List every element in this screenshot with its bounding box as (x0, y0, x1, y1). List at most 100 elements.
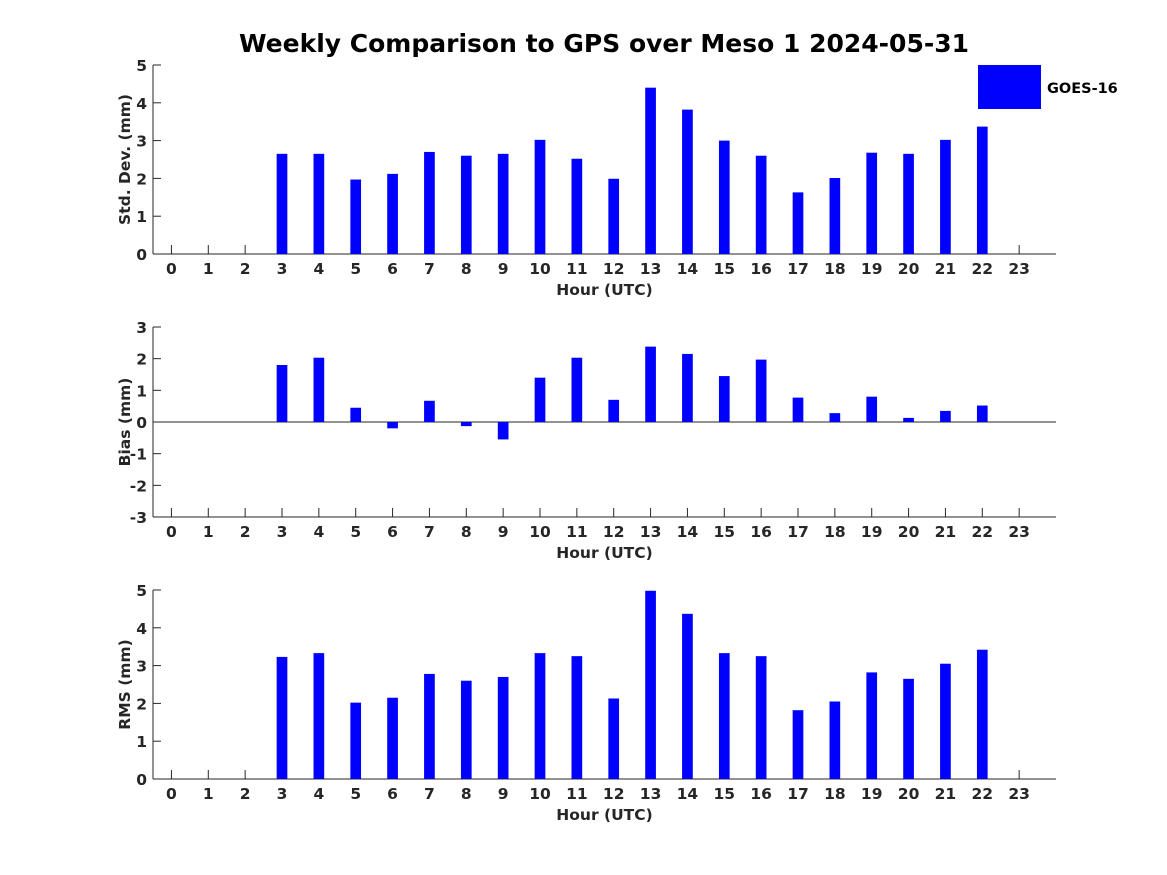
x-tick-label: 21 (935, 523, 957, 541)
x-tick-label: 3 (277, 523, 288, 541)
x-tick-label: 4 (313, 785, 324, 803)
x-tick-label: 12 (603, 523, 625, 541)
legend: GOES-16 (978, 65, 1118, 109)
y-tick-label: -1 (130, 446, 147, 464)
bar-hour-14 (682, 109, 693, 254)
bar-hour-4 (313, 357, 325, 422)
legend-label-goes-16: GOES-16 (1047, 81, 1118, 97)
x-tick-label: 15 (713, 785, 735, 803)
bar-hour-16 (755, 155, 767, 254)
x-tick-label: 10 (529, 523, 551, 541)
y-axis-label: RMS (mm) (116, 639, 134, 729)
bar-hour-17 (792, 397, 804, 422)
bar-hour-13 (645, 346, 656, 422)
x-tick-label: 5 (350, 785, 361, 803)
y-tick-label: 5 (136, 582, 147, 600)
x-tick-label: 20 (898, 260, 920, 278)
x-tick-label: 15 (713, 260, 735, 278)
bar-hour-22 (976, 126, 988, 254)
bar-hour-7 (424, 400, 435, 422)
x-tick-label: 16 (750, 785, 772, 803)
x-tick-label: 22 (971, 523, 993, 541)
bar-hour-8 (460, 422, 472, 427)
bar-hour-10 (534, 653, 546, 779)
x-tick-label: 10 (529, 260, 551, 278)
chart-title: Weekly Comparison to GPS over Meso 1 202… (239, 29, 969, 58)
x-tick-label: 1 (203, 523, 214, 541)
bar-hour-11 (571, 656, 583, 779)
bar-hour-14 (682, 353, 693, 422)
bar-hour-13 (645, 87, 656, 255)
y-tick-label: 5 (136, 57, 147, 75)
bar-hour-19 (866, 396, 878, 422)
x-tick-label: 1 (203, 260, 214, 278)
bar-hour-13 (645, 590, 656, 779)
y-tick-label: 1 (136, 208, 147, 226)
y-axis-label: Bias (mm) (116, 378, 134, 467)
x-tick-label: 2 (240, 523, 251, 541)
bar-hour-4 (313, 153, 325, 254)
x-tick-label: 6 (387, 785, 398, 803)
x-tick-label: 21 (935, 785, 957, 803)
x-tick-label: 7 (424, 785, 435, 803)
bar-hour-16 (755, 359, 767, 422)
x-tick-label: 2 (240, 785, 251, 803)
x-tick-label: 11 (566, 785, 588, 803)
bar-hour-20 (903, 678, 914, 779)
bar-hour-5 (350, 179, 362, 254)
bar-hour-20 (903, 417, 914, 422)
bar-hour-18 (829, 178, 841, 254)
x-tick-label: 18 (824, 260, 846, 278)
x-tick-label: 22 (971, 260, 993, 278)
bar-hour-19 (866, 152, 878, 254)
x-tick-label: 8 (461, 523, 472, 541)
x-tick-label: 7 (424, 260, 435, 278)
bar-hour-8 (460, 680, 472, 779)
bar-hour-9 (497, 676, 509, 779)
x-tick-label: 3 (277, 785, 288, 803)
x-tick-label: 13 (640, 260, 662, 278)
x-tick-label: 20 (898, 785, 920, 803)
x-tick-label: 17 (787, 785, 809, 803)
y-tick-label: 2 (136, 695, 147, 713)
x-tick-label: 17 (787, 523, 809, 541)
bar-hour-11 (571, 357, 583, 422)
bar-hour-5 (350, 702, 362, 779)
bar-hour-5 (350, 407, 362, 422)
y-tick-label: 0 (136, 246, 147, 264)
x-tick-label: 18 (824, 785, 846, 803)
bar-hour-6 (387, 173, 398, 254)
y-tick-label: 2 (136, 170, 147, 188)
x-tick-label: 6 (387, 523, 398, 541)
bar-hour-18 (829, 413, 841, 422)
x-tick-label: 0 (166, 785, 177, 803)
x-tick-label: 23 (1008, 785, 1030, 803)
y-tick-label: 0 (136, 414, 147, 432)
y-tick-label: 0 (136, 771, 147, 789)
x-tick-label: 5 (350, 523, 361, 541)
y-tick-label: 4 (136, 95, 147, 113)
x-tick-label: 15 (713, 523, 735, 541)
bar-hour-11 (571, 158, 583, 254)
x-tick-label: 11 (566, 523, 588, 541)
x-axis-label: Hour (UTC) (556, 281, 652, 299)
bar-hour-3 (276, 153, 288, 254)
bar-hour-17 (792, 710, 804, 779)
bar-hour-22 (976, 649, 988, 779)
x-tick-label: 13 (640, 523, 662, 541)
x-tick-label: 17 (787, 260, 809, 278)
y-tick-label: 4 (136, 620, 147, 638)
y-tick-label: 3 (136, 319, 147, 337)
x-tick-label: 23 (1008, 260, 1030, 278)
legend-swatch-goes-16 (978, 65, 1041, 109)
bar-hour-8 (460, 155, 472, 254)
bar-hour-21 (940, 410, 951, 422)
x-tick-label: 23 (1008, 523, 1030, 541)
bar-hour-10 (534, 377, 546, 422)
x-tick-label: 21 (935, 260, 957, 278)
bar-hour-7 (424, 151, 435, 254)
bar-hour-3 (276, 365, 288, 422)
